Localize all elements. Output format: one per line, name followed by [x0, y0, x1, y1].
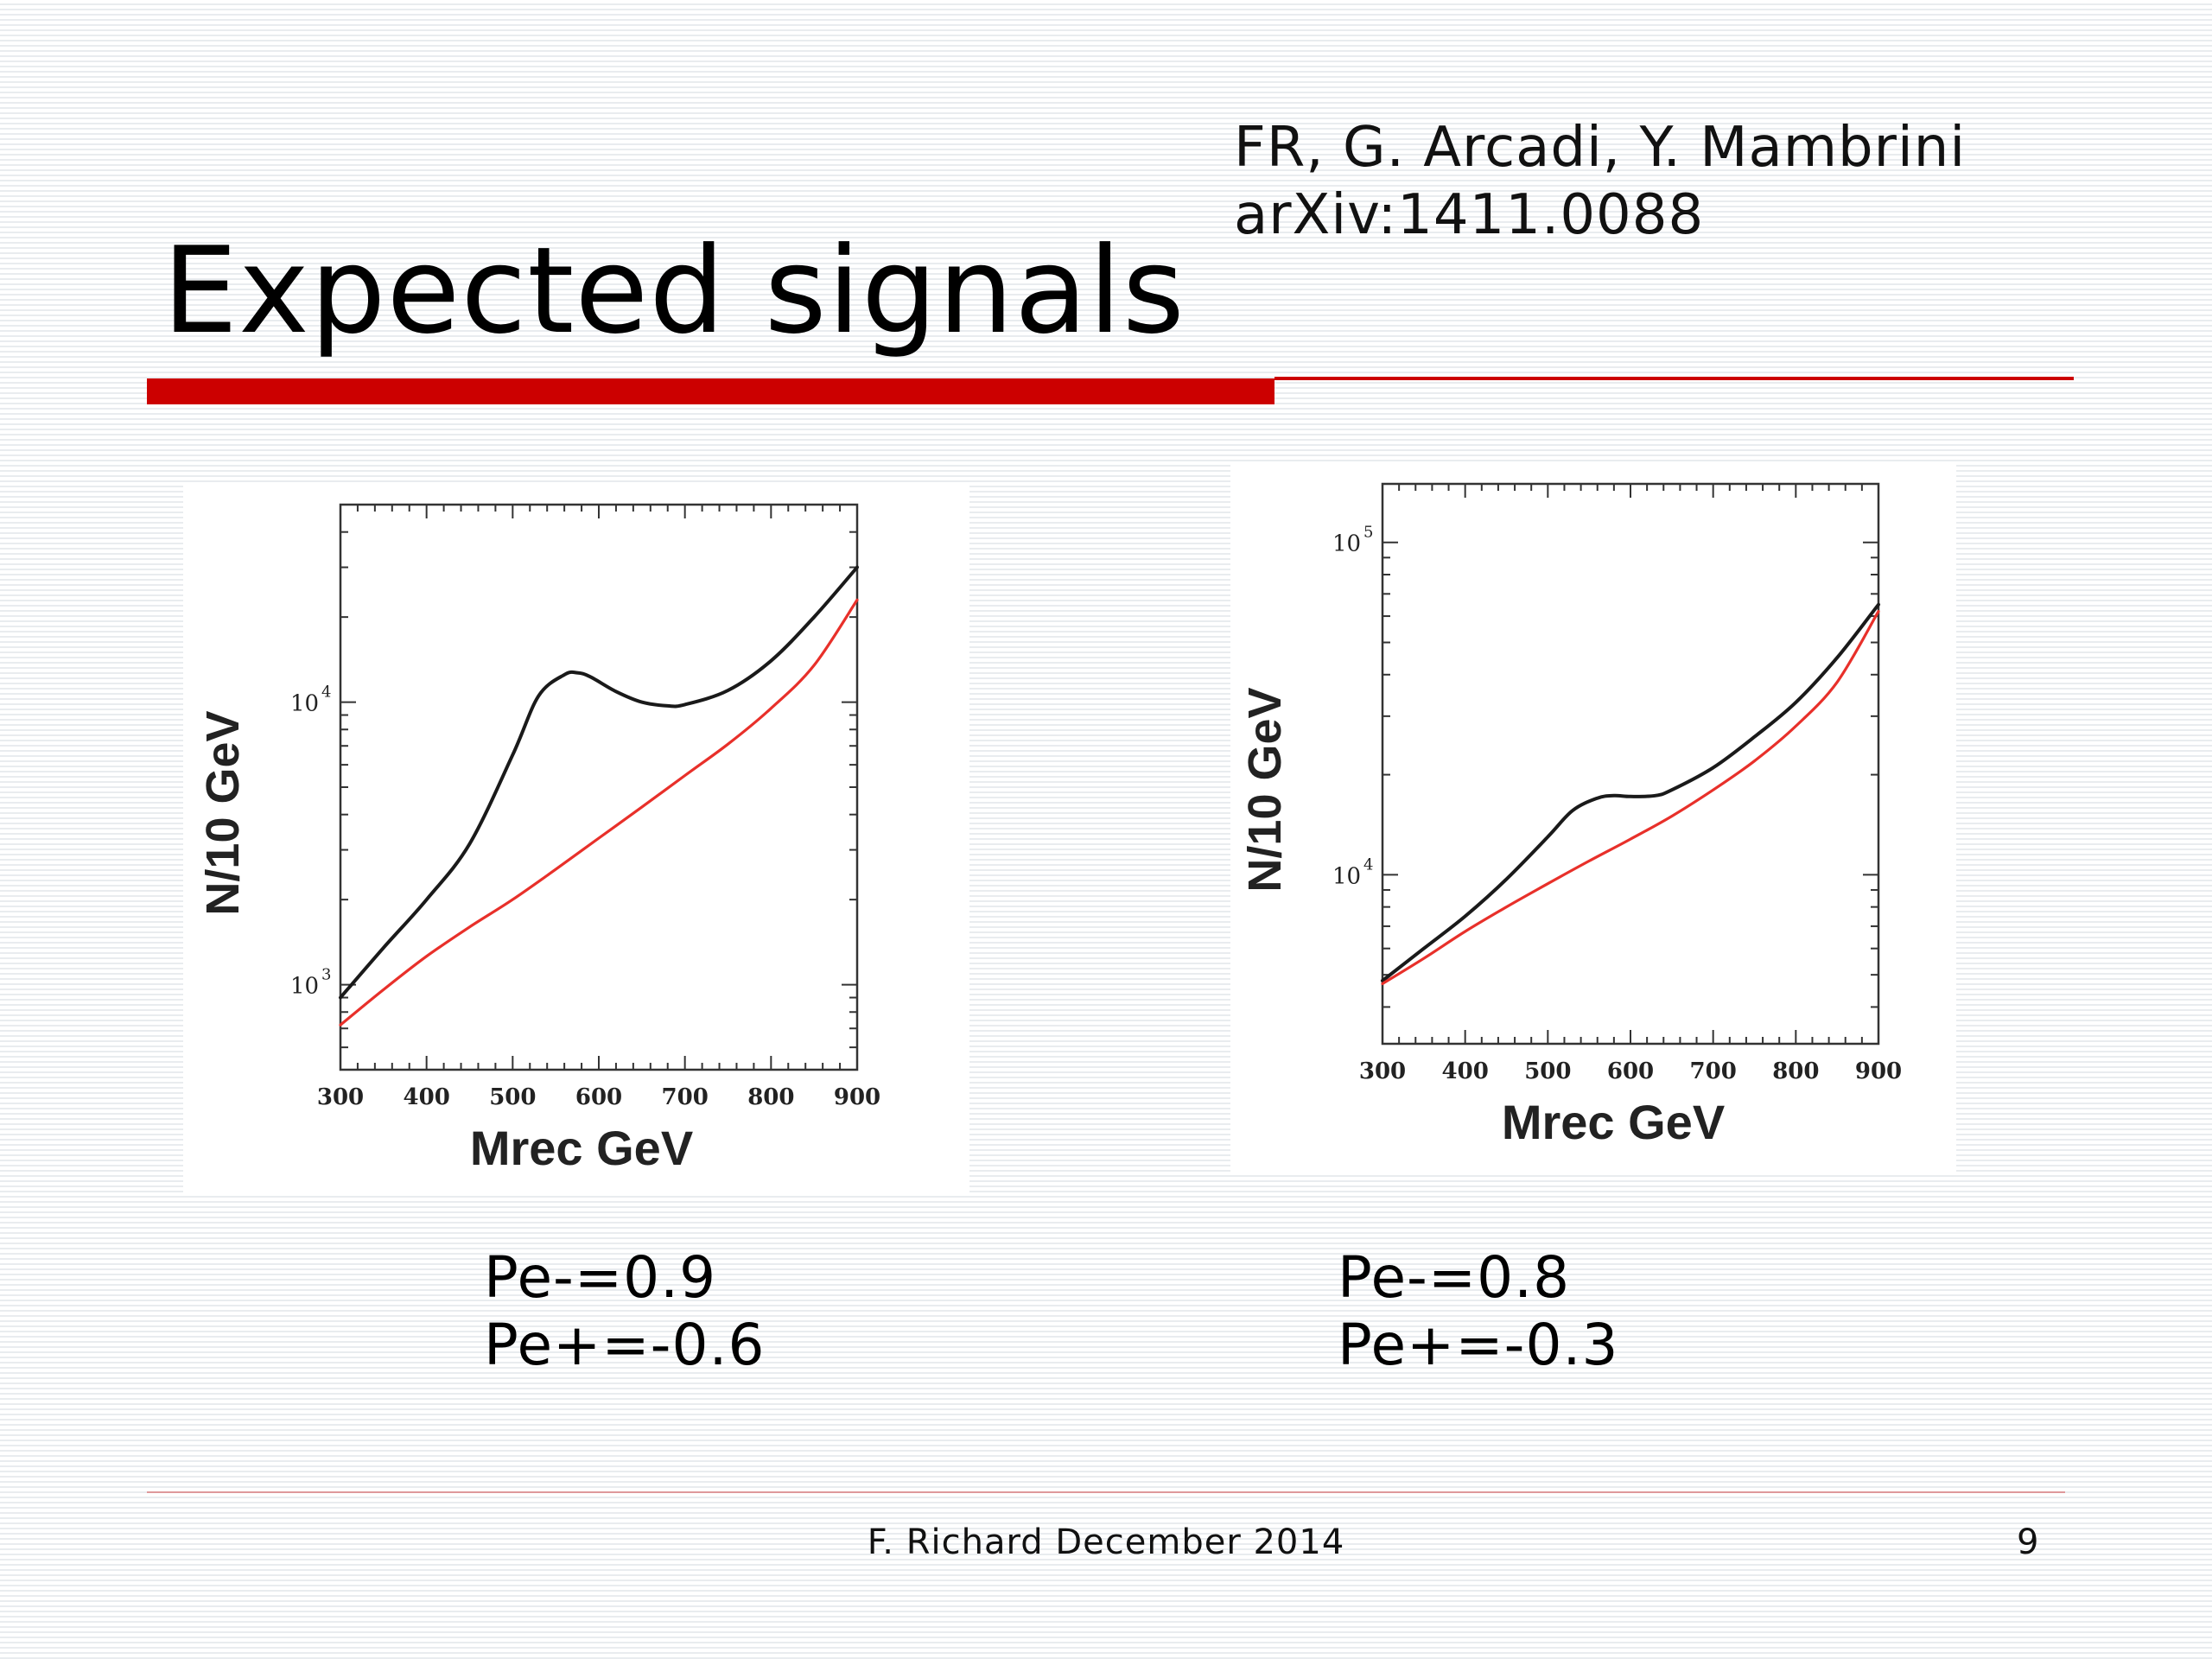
y-axis-label: N/10 GeV	[1239, 687, 1291, 892]
x-tick-label: 600	[575, 1084, 622, 1110]
y-tick-label-exponent: 4	[321, 683, 331, 702]
series-line-1	[339, 598, 859, 1027]
x-tick-label: 800	[1772, 1058, 1819, 1084]
x-tick-label: 600	[1607, 1058, 1654, 1084]
x-tick-label: 700	[1690, 1058, 1737, 1084]
series-line-0	[339, 565, 859, 1000]
y-axis-label: N/10 GeV	[197, 710, 249, 915]
polarization-left: Pe-=0.9 Pe+=-0.6	[484, 1244, 765, 1379]
citation-authors: FR, G. Arcadi, Y. Mambrini	[1234, 116, 1967, 180]
x-tick-label: 900	[1855, 1058, 1902, 1084]
x-tick-label: 500	[489, 1084, 536, 1110]
y-tick-label-base: 10	[1332, 531, 1361, 557]
pe-plus-right: Pe+=-0.3	[1338, 1312, 1619, 1378]
x-axis-label: Mrec GeV	[470, 1121, 693, 1175]
y-tick-label-base: 10	[1332, 863, 1361, 889]
chart-right-panel: 300 400 500 600 700 800 900 10 4 10 5 Mrec GeV N/10 …	[1230, 465, 1956, 1175]
x-tick-label: 800	[747, 1084, 794, 1110]
chart-left-panel: 300 400 500 600 700 800 900 10 3 10 4 Mrec GeV N/10 …	[183, 482, 969, 1192]
citation: FR, G. Arcadi, Y. Mambrini arXiv:1411.00…	[1234, 114, 1966, 249]
series-line-0	[1381, 602, 1880, 982]
title-underline-thin	[1274, 377, 2074, 380]
y-tick-label-base: 10	[290, 691, 319, 717]
page-number: 9	[2017, 1522, 2039, 1562]
x-tick-label: 500	[1524, 1058, 1571, 1084]
x-tick-label: 300	[1359, 1058, 1406, 1084]
citation-arxiv: arXiv:1411.0088	[1234, 183, 1705, 247]
x-tick-label: 900	[834, 1084, 880, 1110]
y-tick-label-base: 10	[290, 974, 319, 1000]
polarization-right: Pe-=0.8 Pe+=-0.3	[1338, 1244, 1618, 1379]
y-tick-label-exponent: 3	[321, 966, 331, 984]
plot-frame	[1381, 482, 1880, 1046]
slide-title: Expected signals	[162, 221, 1185, 360]
pe-minus-left: Pe-=0.9	[484, 1244, 717, 1311]
x-tick-label: 400	[1442, 1058, 1489, 1084]
title-underline-thick	[147, 378, 1274, 404]
series-line-1	[1381, 610, 1880, 986]
x-axis-label: Mrec GeV	[1502, 1095, 1725, 1149]
x-tick-label: 300	[317, 1084, 364, 1110]
y-tick-label-exponent: 5	[1363, 524, 1373, 542]
x-tick-label: 400	[404, 1084, 450, 1110]
footer-text: F. Richard December 2014	[867, 1522, 1345, 1562]
y-tick-label-exponent: 4	[1363, 855, 1373, 874]
footer-divider	[147, 1491, 2065, 1493]
pe-minus-right: Pe-=0.8	[1338, 1244, 1571, 1311]
plot-frame	[339, 503, 859, 1071]
pe-plus-left: Pe+=-0.6	[484, 1312, 766, 1378]
x-tick-label: 700	[662, 1084, 709, 1110]
